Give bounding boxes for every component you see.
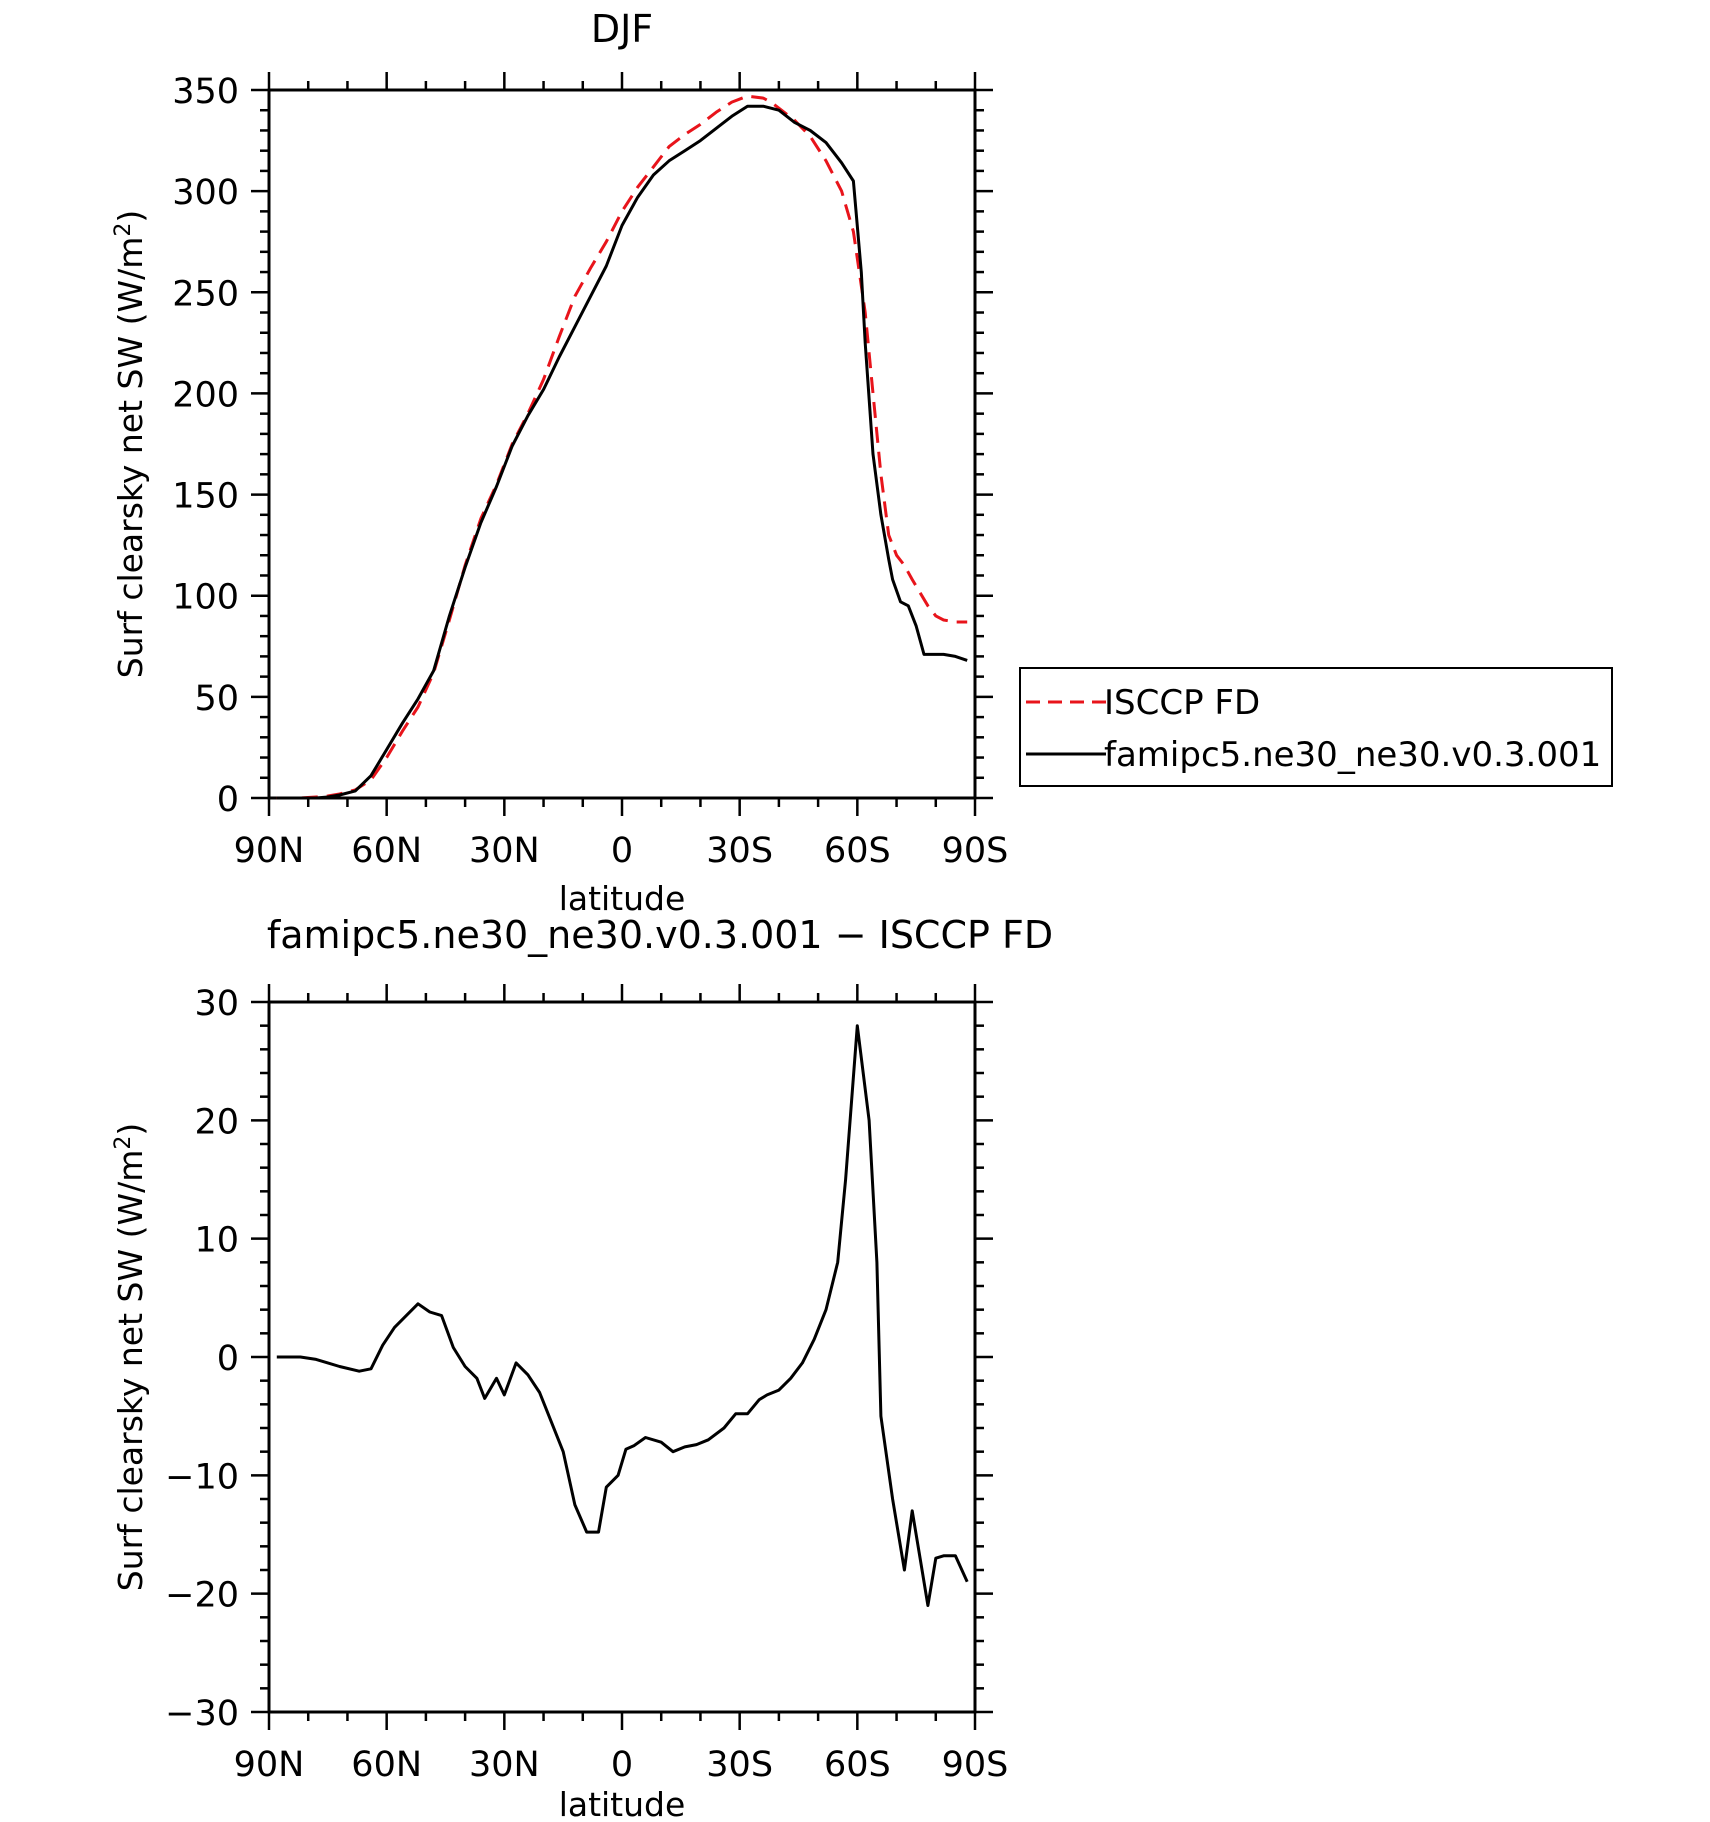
y-tick-label: 150	[172, 477, 239, 517]
x-tick-label: 0	[611, 1745, 633, 1785]
x-tick-label: 90N	[234, 1745, 305, 1785]
y-tick-label: 250	[172, 274, 239, 314]
top-panel-djf: DJF 0 50 100 150 200 250 300 350 90N 60N 30N 0 30S 60S…	[111, 7, 1008, 918]
y-tick-label: 20	[194, 1102, 239, 1142]
y-axis-label-superscript: 2	[111, 223, 136, 237]
x-axis-label: latitude	[559, 1785, 686, 1822]
y-tick-label: 50	[194, 679, 239, 719]
isccp-fd-series-line	[276, 94, 968, 800]
y-axis-label-main: Surf clearsky net SW (W/m	[111, 237, 150, 679]
x-tick-label: 90S	[942, 831, 1009, 871]
plot-frame	[267, 88, 977, 800]
x-tick-label: 0	[611, 831, 633, 871]
y-tick-label: −30	[165, 1694, 239, 1734]
y-tick-label: 350	[172, 72, 239, 112]
legend-label-model: famipc5.ne30_ne30.v0.3.001	[1104, 735, 1601, 775]
y-tick-label: −10	[165, 1457, 239, 1497]
difference-series-line	[276, 1024, 969, 1607]
y-tick-label: 0	[217, 780, 239, 820]
y-axis-label-end: )	[111, 210, 150, 223]
x-tick-label: 30S	[706, 1745, 773, 1785]
chart-title: DJF	[591, 7, 653, 51]
y-axis-label-main: Surf clearsky net SW (W/m	[111, 1150, 150, 1592]
y-tick-label: 300	[172, 173, 239, 213]
x-tick-label: 30N	[469, 831, 540, 871]
x-tick-label: 30S	[706, 831, 773, 871]
y-axis-label: Surf clearsky net SW (W/m2)	[111, 1123, 150, 1591]
famipc5-ne30-ne30-v0-3-001-series-line	[276, 104, 968, 800]
y-tick-label: 10	[194, 1221, 239, 1261]
x-tick-label: 90N	[234, 831, 305, 871]
y-axis-label-superscript: 2	[111, 1136, 136, 1150]
difference-title: famipc5.ne30_ne30.v0.3.001 − ISCCP FD	[267, 913, 1053, 957]
y-axis-label: Surf clearsky net SW (W/m2)	[111, 210, 150, 678]
y-tick-label: −20	[165, 1576, 239, 1616]
x-tick-label: 60S	[824, 831, 891, 871]
x-tick-label: 60S	[824, 1745, 891, 1785]
x-tick-label: 30N	[469, 1745, 540, 1785]
legend: ISCCP FD famipc5.ne30_ne30.v0.3.001	[1019, 667, 1613, 787]
x-axis-label: latitude	[559, 879, 686, 918]
y-tick-label: 30	[194, 984, 239, 1024]
x-tick-label: 60N	[351, 831, 422, 871]
x-tick-label: 60N	[351, 1745, 422, 1785]
legend-box	[1019, 667, 1613, 787]
y-tick-label: 100	[172, 578, 239, 618]
y-tick-label: 0	[217, 1339, 239, 1379]
bottom-panel-difference: famipc5.ne30_ne30.v0.3.001 − ISCCP FD −30…	[111, 913, 1053, 1822]
x-tick-label: 90S	[942, 1745, 1009, 1785]
y-tick-label: 200	[172, 375, 239, 415]
y-axis-label-end: )	[111, 1123, 150, 1136]
legend-label-isccp: ISCCP FD	[1104, 683, 1260, 723]
